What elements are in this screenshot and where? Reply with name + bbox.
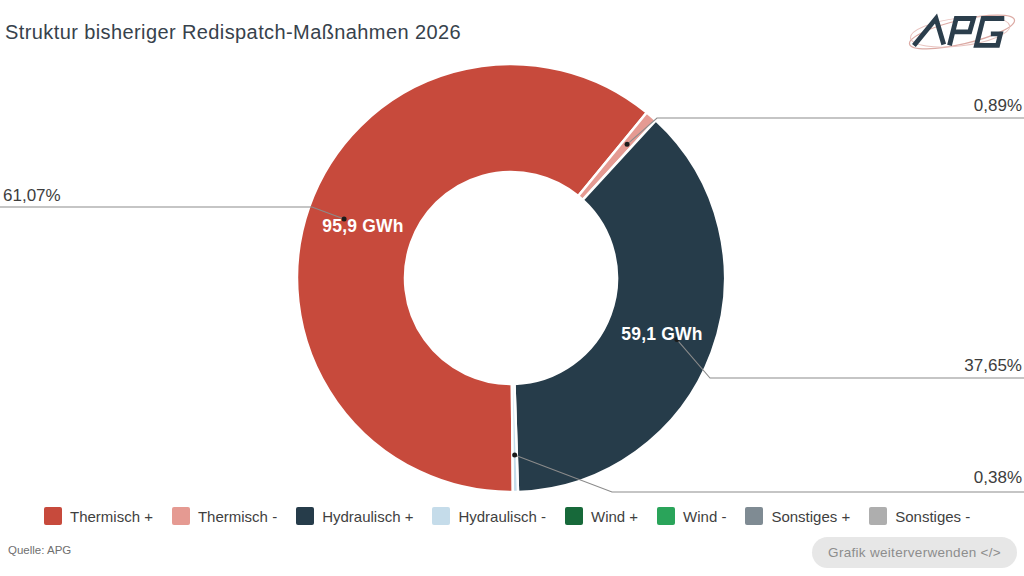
legend-label: Wind - xyxy=(683,508,726,525)
percent-label-hydraulisch-plus: 37,65% xyxy=(964,356,1022,376)
legend-item-wind-minus[interactable]: Wind - xyxy=(657,507,726,525)
legend-label: Hydraulisch - xyxy=(458,508,546,525)
connector-dot-hydraulisch-minus xyxy=(512,452,517,457)
legend-label: Thermisch - xyxy=(198,508,277,525)
legend-label: Thermisch + xyxy=(70,508,153,525)
legend-swatch-wind-minus xyxy=(657,507,675,525)
legend-item-wind-plus[interactable]: Wind + xyxy=(565,507,638,525)
chart-legend: Thermisch + Thermisch - Hydraulisch + Hydra… xyxy=(44,507,1024,525)
legend-item-sonstiges-minus[interactable]: Sonstiges - xyxy=(869,507,970,525)
legend-label: Wind + xyxy=(591,508,638,525)
connector-dot-thermisch-minus xyxy=(625,142,630,147)
percent-label-hydraulisch-minus: 0,38% xyxy=(974,468,1022,488)
legend-label: Hydraulisch + xyxy=(322,508,413,525)
value-label-hydraulisch-plus: 59,1 GWh xyxy=(621,324,702,345)
legend-label: Sonstiges + xyxy=(771,508,850,525)
legend-item-thermisch-minus[interactable]: Thermisch - xyxy=(172,507,277,525)
legend-item-sonstiges-plus[interactable]: Sonstiges + xyxy=(745,507,850,525)
legend-swatch-sonstiges-plus xyxy=(745,507,763,525)
legend-swatch-sonstiges-minus xyxy=(869,507,887,525)
legend-swatch-thermisch-plus xyxy=(44,507,62,525)
source-note: Quelle: APG xyxy=(8,544,71,556)
reuse-graphic-button[interactable]: Grafik weiterverwenden </> xyxy=(812,537,1017,568)
connector-line-thermisch-minus xyxy=(627,118,1024,144)
legend-item-hydraulisch-plus[interactable]: Hydraulisch + xyxy=(296,507,413,525)
percent-label-thermisch-plus: 61,07% xyxy=(3,186,61,206)
legend-label: Sonstiges - xyxy=(895,508,970,525)
donut-chart xyxy=(0,0,1024,576)
legend-swatch-thermisch-minus xyxy=(172,507,190,525)
legend-item-thermisch-plus[interactable]: Thermisch + xyxy=(44,507,153,525)
legend-item-hydraulisch-minus[interactable]: Hydraulisch - xyxy=(432,507,546,525)
legend-swatch-wind-plus xyxy=(565,507,583,525)
connector-line-thermisch-plus xyxy=(0,207,344,219)
legend-swatch-hydraulisch-minus xyxy=(432,507,450,525)
legend-swatch-hydraulisch-plus xyxy=(296,507,314,525)
chart-page: Struktur bisheriger Redispatch-Maßnahmen… xyxy=(0,0,1024,576)
value-label-thermisch-plus: 95,9 GWh xyxy=(322,216,403,237)
percent-label-thermisch-minus: 0,89% xyxy=(974,96,1022,116)
